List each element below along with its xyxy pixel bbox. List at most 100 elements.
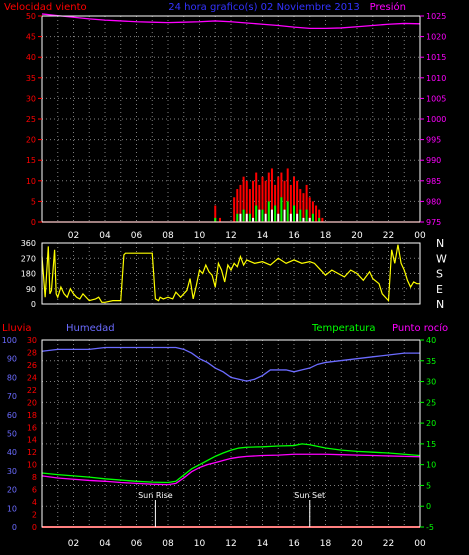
pressure-tick: 1005 xyxy=(426,94,446,103)
humidity-tick: 90 xyxy=(7,355,17,364)
pressure-tick: 990 xyxy=(426,156,441,165)
time-axis-top: 02 04 06 08 10 12 14 16 18 20 22 00 xyxy=(68,231,426,241)
rain-tick: 4 xyxy=(32,498,37,507)
wind-speed-tick: 15 xyxy=(26,156,36,165)
dewpoint-line xyxy=(41,453,421,486)
pressure-tick: 1010 xyxy=(426,74,446,83)
temperature-tick: 30 xyxy=(426,378,436,387)
rain-tick: 30 xyxy=(27,336,37,345)
time-tick: 18 xyxy=(320,539,332,549)
rain-title: Lluvia xyxy=(2,323,32,334)
chart-title: 24 hora grafico(s) 02 Noviembre 2013 xyxy=(168,2,360,13)
pressure-tick: 1015 xyxy=(426,53,446,62)
time-tick: 06 xyxy=(131,231,143,241)
humidity-tick: 0 xyxy=(12,523,17,532)
humidity-tick: 40 xyxy=(7,448,17,457)
time-tick: 08 xyxy=(162,231,174,241)
temperature-tick: 15 xyxy=(426,440,436,449)
time-tick: 22 xyxy=(383,539,394,549)
wind-direction-grid xyxy=(42,243,420,304)
direction-degree-axis: 0 90 180 270 360 xyxy=(21,239,36,309)
time-tick: 00 xyxy=(414,539,426,549)
direction-tick: 90 xyxy=(26,285,36,294)
direction-tick: 0 xyxy=(31,300,36,309)
wind-direction-frame xyxy=(41,242,421,305)
time-tick: 04 xyxy=(99,231,111,241)
rain-tick: 16 xyxy=(27,423,37,432)
humidity-tick: 60 xyxy=(7,411,17,420)
temp-humidity-grid xyxy=(42,340,420,527)
humidity-tick: 20 xyxy=(7,486,17,495)
sun-set-label: Sun Set xyxy=(294,491,325,500)
time-tick: 08 xyxy=(162,539,174,549)
rain-tick: 0 xyxy=(32,523,37,532)
pressure-tick: 995 xyxy=(426,136,441,145)
wind-speed-tick: 5 xyxy=(31,197,36,206)
humidity-tick: 80 xyxy=(7,373,17,382)
time-tick: 12 xyxy=(225,539,236,549)
compass-label: W xyxy=(436,252,447,265)
humidity-tick: 10 xyxy=(7,504,17,513)
rain-tick: 28 xyxy=(27,348,37,357)
compass-label: S xyxy=(436,268,443,281)
time-tick: 06 xyxy=(131,539,143,549)
temperature-tick: 0 xyxy=(426,502,431,511)
temperature-tick: 35 xyxy=(426,357,436,366)
temperature-tick: 20 xyxy=(426,419,436,428)
temp-humidity-axes: -505101520253035400102030405060708090100… xyxy=(2,336,436,532)
time-tick: 12 xyxy=(225,231,236,241)
wind-speed-title: Velocidad viento xyxy=(4,2,87,13)
time-tick: 22 xyxy=(383,231,394,241)
time-tick: 16 xyxy=(288,539,300,549)
wind-speed-tick: 35 xyxy=(26,74,36,83)
pressure-axis: 975 980 985 990 995 1000 1005 1010 1015 1020 1025 xyxy=(420,12,446,227)
compass-label: N xyxy=(436,298,444,311)
direction-tick: 360 xyxy=(21,239,36,248)
temperature-tick: -5 xyxy=(426,523,434,532)
dewpoint-title: Punto rocío xyxy=(392,322,448,334)
compass-label: N xyxy=(436,237,444,250)
time-tick: 02 xyxy=(68,231,79,241)
rain-tick: 10 xyxy=(27,461,37,470)
sun-markers: Sun Rise Sun Set xyxy=(138,491,325,527)
pressure-tick: 1020 xyxy=(426,33,446,42)
time-axis-bottom: 02 04 06 08 10 12 14 16 18 20 22 00 xyxy=(68,539,426,549)
time-tick: 14 xyxy=(257,231,269,241)
temperature-tick: 5 xyxy=(426,481,431,490)
time-tick: 18 xyxy=(320,231,332,241)
sun-rise-label: Sun Rise xyxy=(138,491,173,500)
rain-tick: 22 xyxy=(27,386,37,395)
pressure-tick: 975 xyxy=(426,218,441,227)
time-tick: 02 xyxy=(68,539,79,549)
time-tick: 04 xyxy=(99,539,111,549)
wind-speed-tick: 40 xyxy=(26,53,36,62)
direction-tick: 270 xyxy=(21,254,36,263)
temp-humidity-frame xyxy=(41,339,421,528)
humidity-title: Humedad xyxy=(66,323,115,334)
pressure-tick: 980 xyxy=(426,197,441,206)
wind-speed-axis: 0 5 10 15 20 25 30 35 40 45 50 xyxy=(26,12,42,227)
pressure-tick: 1025 xyxy=(426,12,446,21)
rain-tick: 26 xyxy=(27,361,37,370)
wind-direction-line xyxy=(41,244,420,303)
wind-pressure-grid xyxy=(42,16,420,222)
pressure-line xyxy=(41,13,421,30)
pressure-tick: 1000 xyxy=(426,115,446,124)
time-tick: 10 xyxy=(194,231,206,241)
rain-tick: 8 xyxy=(32,473,37,482)
temperature-tick: 40 xyxy=(426,336,436,345)
humidity-line xyxy=(41,346,420,382)
temperature-title: Temperatura xyxy=(311,323,376,334)
pressure-tick: 985 xyxy=(426,177,441,186)
wind-speed-tick: 25 xyxy=(26,115,36,124)
rain-tick: 6 xyxy=(32,486,37,495)
wind-speed-tick: 10 xyxy=(26,177,36,186)
time-tick: 14 xyxy=(257,539,269,549)
temperature-tick: 25 xyxy=(426,398,436,407)
rain-tick: 12 xyxy=(27,448,37,457)
rain-tick: 20 xyxy=(27,398,37,407)
time-tick: 20 xyxy=(351,539,363,549)
temperature-tick: 10 xyxy=(426,461,436,470)
